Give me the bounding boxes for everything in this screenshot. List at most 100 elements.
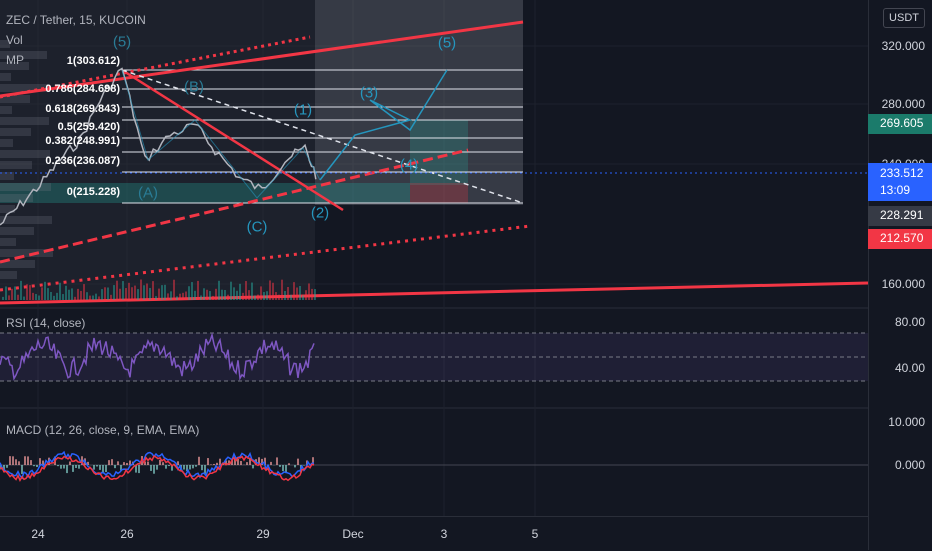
macd-histogram-bar (33, 465, 35, 466)
volume-bar (110, 295, 112, 300)
macd-histogram-bar (192, 465, 194, 468)
volume-bar (269, 280, 271, 300)
volume-bar (155, 296, 157, 300)
volume-bar (203, 288, 205, 300)
volume-bar (182, 293, 184, 300)
macd-histogram-bar (30, 460, 32, 465)
profile-bar (0, 216, 52, 224)
volume-bar (173, 280, 175, 300)
volume-bar (134, 286, 136, 300)
volume-bar (275, 292, 277, 300)
macd-histogram-bar (111, 459, 113, 465)
volume-bar (113, 285, 115, 300)
bar-countdown: 13:09 (880, 182, 932, 199)
macd-histogram-bar (159, 460, 161, 465)
volume-bar (242, 293, 244, 300)
macd-histogram-bar (297, 459, 299, 465)
macd-histogram-bar (270, 462, 272, 465)
profile-bar (0, 128, 31, 136)
volume-bar (185, 292, 187, 300)
time-axis[interactable]: 24 26 29 Dec 3 5 (0, 516, 868, 551)
macd-histogram-bar (198, 457, 200, 465)
macd-histogram-bar (177, 461, 179, 465)
profile-bar (0, 139, 13, 147)
macd-histogram-bar (165, 465, 167, 469)
macd-histogram-bar (69, 461, 71, 465)
low-level-badge: 212.570 (868, 229, 932, 249)
volume-bar (251, 283, 253, 300)
wave-label: (4) (400, 157, 418, 174)
volume-bar (101, 289, 103, 300)
price-axis[interactable]: USDT 320.000 280.000 240.000 160.000 80.… (868, 0, 932, 550)
volume-bar (59, 283, 61, 300)
macd-histogram-bar (15, 459, 17, 465)
volume-bar (236, 291, 238, 300)
wave-label: (A) (138, 185, 158, 202)
volume-bar (170, 291, 172, 300)
volume-bar (161, 285, 163, 300)
volume-bar (221, 290, 223, 300)
macd-histogram-bar (195, 465, 197, 467)
macd-label[interactable]: MACD (12, 26, close, 9, EMA, EMA) (6, 423, 199, 437)
volume-bar (272, 283, 274, 300)
volume-bar (47, 288, 49, 300)
volume-bar (215, 289, 217, 300)
time-tick: 26 (120, 527, 133, 541)
profile-bar (0, 238, 16, 246)
macd-histogram-bar (24, 456, 26, 465)
macd-histogram-bar (108, 460, 110, 465)
macd-histogram-bar (207, 458, 209, 465)
volume-bar (95, 294, 97, 300)
macd-histogram-bar (123, 462, 125, 465)
symbol-title[interactable]: ZEC / Tether, 15, KUCOIN (6, 10, 146, 30)
volume-bar (305, 290, 307, 300)
volume-bar (278, 295, 280, 300)
macd-histogram-bar (138, 465, 140, 473)
volume-bar (11, 289, 13, 300)
macd-histogram-bar (12, 456, 14, 465)
macd-histogram-bar (57, 465, 59, 466)
volume-bar (194, 291, 196, 300)
volume-bar (17, 295, 19, 300)
volume-bar (77, 289, 79, 300)
macd-histogram-bar (216, 463, 218, 465)
volume-bar (302, 295, 304, 300)
fib-label: 0.786(284.698) (45, 83, 120, 95)
fib-level-badge: 269.605 (868, 114, 932, 134)
rsi-label[interactable]: RSI (14, close) (6, 316, 85, 330)
volume-bar (35, 294, 37, 300)
time-tick: 24 (31, 527, 44, 541)
volume-bar (5, 286, 7, 300)
currency-button[interactable]: USDT (883, 8, 925, 28)
price-tick: 160.000 (882, 277, 925, 291)
fib-label: 0.236(236.087) (45, 155, 120, 167)
volume-bar (107, 287, 109, 300)
time-tick: 5 (532, 527, 539, 541)
macd-histogram-bar (66, 465, 68, 473)
macd-histogram-bar (18, 461, 20, 465)
volume-bar (299, 286, 301, 300)
volume-bar (284, 291, 286, 300)
time-tick: 3 (441, 527, 448, 541)
volume-bar (263, 292, 265, 300)
volume-bar (92, 296, 94, 300)
volume-bar (41, 287, 43, 300)
volume-bar (260, 286, 262, 300)
profile-bar (0, 106, 12, 114)
volume-bar (167, 293, 169, 300)
fib-label: 0.618(269.843) (45, 103, 120, 115)
time-tick: Dec (342, 527, 363, 541)
macd-histogram-bar (78, 465, 80, 469)
fib-label: 0.382(248.991) (45, 135, 120, 147)
macd-histogram-bar (72, 465, 74, 472)
macd-histogram-bar (279, 465, 281, 467)
macd-histogram-bar (219, 459, 221, 465)
volume-bar (65, 286, 67, 300)
volume-bar (122, 281, 124, 300)
volume-bar (206, 290, 208, 300)
volume-bar (20, 281, 22, 300)
volume-bar (212, 296, 214, 300)
macd-histogram-bar (99, 465, 101, 470)
volume-bar (62, 294, 64, 300)
